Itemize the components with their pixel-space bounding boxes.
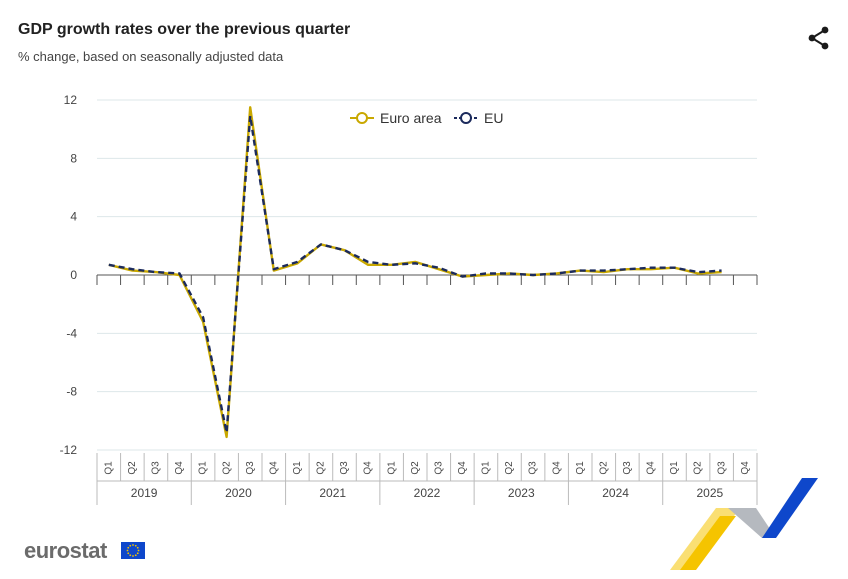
x-tick-label: Q2 bbox=[693, 461, 704, 475]
x-year-label: 2021 bbox=[319, 486, 346, 500]
chart-subtitle: % change, based on seasonally adjusted d… bbox=[18, 49, 284, 64]
eu-flag-icon bbox=[121, 542, 145, 559]
flag-star bbox=[127, 552, 130, 555]
flag-star bbox=[137, 549, 140, 552]
flag-star bbox=[127, 546, 130, 549]
x-tick-label: Q2 bbox=[316, 461, 327, 475]
flag-star bbox=[132, 544, 134, 546]
chart-title: GDP growth rates over the previous quart… bbox=[18, 21, 351, 38]
y-tick-label: 4 bbox=[70, 210, 77, 224]
y-tick-label: -4 bbox=[66, 326, 77, 340]
x-tick-label: Q3 bbox=[245, 461, 256, 475]
x-tick-label: Q2 bbox=[504, 461, 515, 475]
x-tick-label: Q4 bbox=[646, 461, 657, 475]
x-tick-label: Q1 bbox=[669, 461, 680, 475]
x-tick-label: Q4 bbox=[551, 461, 562, 475]
y-tick-label: -12 bbox=[60, 443, 78, 457]
x-tick-label: Q3 bbox=[716, 461, 727, 475]
series-line-euro-area bbox=[108, 106, 722, 439]
x-tick-label: Q3 bbox=[433, 461, 444, 475]
x-tick-label: Q4 bbox=[363, 461, 374, 475]
flag-star bbox=[129, 554, 132, 557]
legend-label: EU bbox=[484, 110, 503, 126]
legend-label: Euro area bbox=[380, 110, 442, 126]
x-tick-label: Q1 bbox=[198, 461, 209, 475]
flag-star bbox=[129, 544, 132, 547]
flag-star bbox=[132, 555, 134, 557]
x-year-label: 2019 bbox=[131, 486, 158, 500]
y-tick-label: 8 bbox=[70, 151, 77, 165]
x-tick-label: Q4 bbox=[174, 461, 185, 475]
flag-star bbox=[136, 546, 139, 549]
x-tick-label: Q3 bbox=[622, 461, 633, 475]
legend-marker bbox=[356, 112, 368, 124]
flag-star bbox=[134, 554, 137, 557]
x-tick-label: Q1 bbox=[103, 461, 114, 475]
flag-star bbox=[136, 552, 139, 555]
x-year-label: 2022 bbox=[414, 486, 441, 500]
x-tick-label: Q3 bbox=[151, 461, 162, 475]
legend-marker bbox=[460, 112, 472, 124]
x-tick-label: Q2 bbox=[598, 461, 609, 475]
x-tick-label: Q1 bbox=[575, 461, 586, 475]
x-tick-label: Q2 bbox=[221, 461, 232, 475]
brand-decoration bbox=[670, 478, 818, 570]
x-tick-label: Q4 bbox=[268, 461, 279, 475]
series-line-eu bbox=[108, 114, 722, 434]
x-tick-label: Q4 bbox=[457, 461, 468, 475]
x-tick-label: Q3 bbox=[339, 461, 350, 475]
x-tick-label: Q2 bbox=[410, 461, 421, 475]
x-tick-label: Q4 bbox=[740, 461, 751, 475]
share-icon[interactable] bbox=[806, 25, 832, 51]
y-tick-label: 12 bbox=[64, 93, 78, 107]
eurostat-logo: eurostat bbox=[24, 538, 107, 563]
x-tick-label: Q1 bbox=[481, 461, 492, 475]
x-tick-label: Q2 bbox=[127, 461, 138, 475]
x-year-label: 2020 bbox=[225, 486, 252, 500]
x-year-label: 2025 bbox=[697, 486, 724, 500]
x-tick-label: Q1 bbox=[386, 461, 397, 475]
x-year-label: 2024 bbox=[602, 486, 629, 500]
x-tick-label: Q1 bbox=[292, 461, 303, 475]
y-tick-label: 0 bbox=[70, 268, 77, 282]
x-year-label: 2023 bbox=[508, 486, 535, 500]
y-tick-label: -8 bbox=[66, 385, 77, 399]
flag-star bbox=[126, 549, 129, 552]
x-tick-label: Q3 bbox=[528, 461, 539, 475]
flag-star bbox=[134, 544, 137, 547]
